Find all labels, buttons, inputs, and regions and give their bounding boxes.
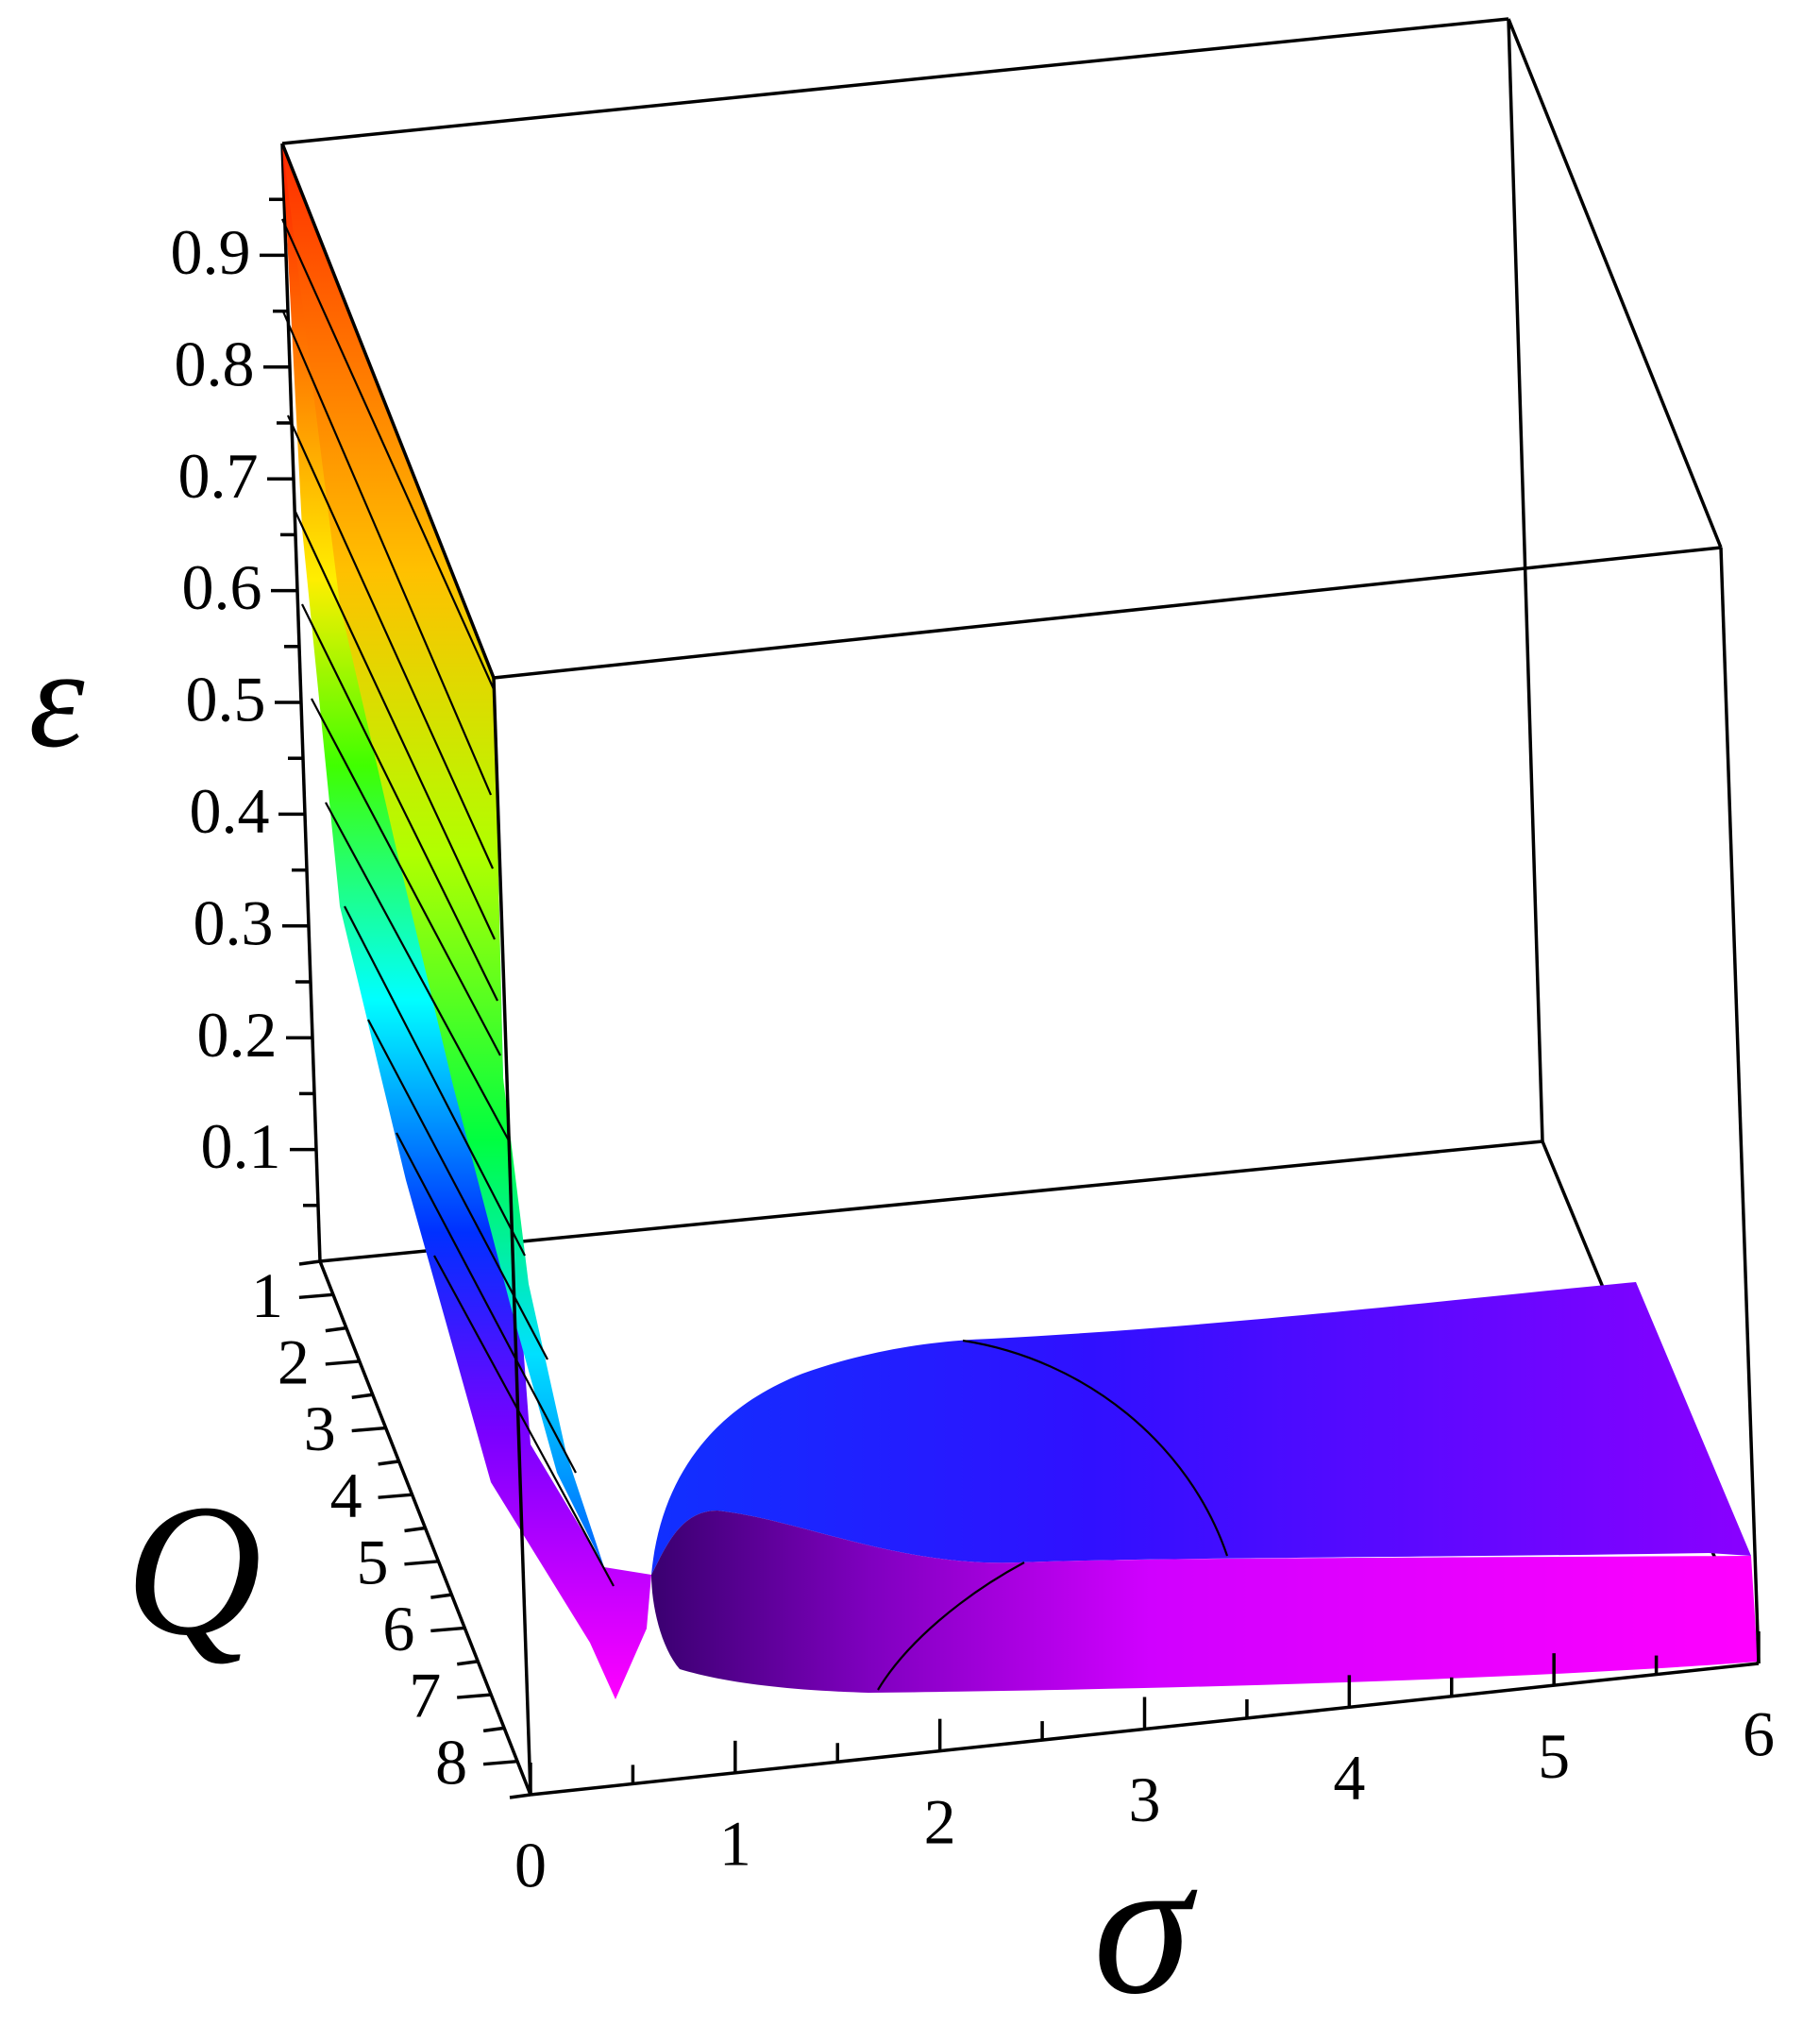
q-tick-label: 8 bbox=[435, 1726, 467, 1798]
surface-front-face bbox=[282, 144, 604, 1567]
q-tick-label: 5 bbox=[356, 1526, 388, 1597]
q-minor-tick bbox=[351, 1393, 373, 1399]
z-tick-label: 0.2 bbox=[197, 999, 278, 1071]
sigma-tick-label: 5 bbox=[1538, 1720, 1570, 1792]
surface bbox=[280, 144, 1758, 1699]
q-tick-label: 2 bbox=[278, 1326, 310, 1398]
z-tick-label: 0.6 bbox=[182, 551, 262, 623]
q-axis-title: Q bbox=[126, 1466, 261, 1675]
q-minor-tick bbox=[298, 1259, 321, 1266]
sigma-tick-label: 3 bbox=[1129, 1764, 1161, 1835]
q-tick-label: 6 bbox=[382, 1593, 414, 1664]
z-axis-title: ε bbox=[28, 620, 84, 777]
q-tick-label: 4 bbox=[330, 1460, 362, 1531]
q-tick-label: 1 bbox=[251, 1259, 283, 1331]
q-minor-tick bbox=[509, 1793, 531, 1799]
sigma-tick-label: 4 bbox=[1333, 1742, 1365, 1814]
q-minor-tick bbox=[457, 1660, 479, 1666]
z-tick-label: 0.5 bbox=[186, 664, 266, 735]
z-tick-label: 0.4 bbox=[190, 775, 270, 847]
q-major-tick bbox=[298, 1292, 334, 1300]
z-tick-label: 0.9 bbox=[171, 216, 251, 288]
sigma-tick-label: 6 bbox=[1743, 1698, 1775, 1770]
z-tick-label: 0.7 bbox=[178, 440, 259, 512]
q-major-tick bbox=[351, 1426, 386, 1433]
q-major-tick bbox=[457, 1693, 492, 1699]
sigma-tick-label: 1 bbox=[719, 1807, 751, 1879]
sigma-tick-label: 0 bbox=[514, 1830, 547, 1901]
q-minor-tick bbox=[404, 1526, 426, 1533]
q-major-tick bbox=[325, 1359, 360, 1366]
surface-hump bbox=[651, 1282, 1751, 1575]
z-tick-label: 0.8 bbox=[175, 328, 255, 399]
q-major-tick bbox=[378, 1493, 413, 1499]
x-axis-title: σ bbox=[1093, 1816, 1198, 2026]
q-minor-tick bbox=[482, 1726, 505, 1733]
q-minor-tick bbox=[430, 1593, 452, 1599]
sigma-tick-label: 2 bbox=[924, 1785, 956, 1857]
q-major-tick bbox=[430, 1626, 465, 1633]
q-tick-label: 3 bbox=[304, 1393, 336, 1464]
q-minor-tick bbox=[378, 1460, 399, 1466]
z-tick-label: 0.3 bbox=[194, 886, 274, 958]
surface-lower-sheet bbox=[651, 1511, 1758, 1693]
surface-contour-lines bbox=[280, 218, 1229, 1691]
q-minor-tick bbox=[325, 1325, 347, 1333]
q-tick-label: 7 bbox=[409, 1660, 441, 1731]
q-major-tick bbox=[404, 1560, 439, 1566]
z-tick-label: 0.1 bbox=[201, 1110, 281, 1182]
q-major-tick bbox=[482, 1759, 518, 1766]
